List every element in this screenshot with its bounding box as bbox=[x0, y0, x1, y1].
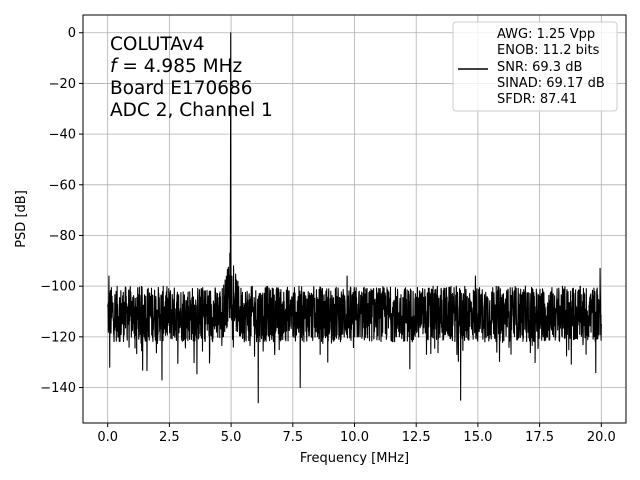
annotation-line-2: f = 4.985 MHz bbox=[110, 56, 242, 77]
x-tick-label: 7.5 bbox=[282, 430, 303, 445]
y-tick-label: −20 bbox=[49, 77, 76, 92]
x-tick-label: 20.0 bbox=[587, 430, 616, 445]
y-tick-label: −40 bbox=[49, 128, 76, 143]
annotation-line-4: ADC 2, Channel 1 bbox=[110, 100, 273, 121]
annotation-line-1: COLUTAv4 bbox=[110, 34, 205, 55]
y-tick-label: 0 bbox=[68, 26, 76, 41]
x-tick-label: 2.5 bbox=[159, 430, 180, 445]
annotation-text: COLUTAv4 f = 4.985 MHz Board E170686 ADC… bbox=[110, 34, 273, 121]
legend-entry-4: SINAD: 69.17 dB bbox=[497, 76, 605, 91]
x-tick-label: 10.0 bbox=[340, 430, 369, 445]
x-tick-label: 5.0 bbox=[221, 430, 242, 445]
legend: AWG: 1.25 Vpp ENOB: 11.2 bits SNR: 69.3 … bbox=[452, 21, 618, 112]
x-axis-label: Frequency [MHz] bbox=[300, 451, 409, 466]
y-tick-label: −60 bbox=[49, 178, 76, 193]
annotation-frequency-value: = 4.985 MHz bbox=[117, 56, 243, 77]
x-tick-label: 17.5 bbox=[525, 430, 554, 445]
legend-entry-2: ENOB: 11.2 bits bbox=[497, 43, 600, 58]
x-tick-label: 0.0 bbox=[97, 430, 118, 445]
series-line bbox=[107, 32, 602, 404]
legend-entry-1: AWG: 1.25 Vpp bbox=[497, 27, 595, 42]
legend-box bbox=[452, 21, 618, 112]
psd-trace bbox=[107, 32, 602, 404]
y-axis-label: PSD [dB] bbox=[14, 190, 29, 248]
y-axis-ticks: 0 −20 −40 −60 −80 −100 −120 −140 bbox=[40, 26, 83, 396]
y-tick-label: −140 bbox=[40, 381, 76, 396]
y-tick-label: −100 bbox=[40, 280, 76, 295]
annotation-line-3: Board E170686 bbox=[110, 78, 253, 99]
y-tick-label: −80 bbox=[49, 229, 76, 244]
legend-entry-5: SFDR: 87.41 bbox=[497, 92, 577, 107]
x-tick-label: 12.5 bbox=[402, 430, 431, 445]
y-tick-label: −120 bbox=[40, 330, 76, 345]
x-axis-ticks: 0.0 2.5 5.0 7.5 10.0 12.5 15.0 17.5 20.0 bbox=[97, 423, 616, 445]
legend-entry-3: SNR: 69.3 dB bbox=[497, 60, 582, 75]
annotation-frequency-variable: f bbox=[110, 56, 119, 77]
x-tick-label: 15.0 bbox=[463, 430, 492, 445]
